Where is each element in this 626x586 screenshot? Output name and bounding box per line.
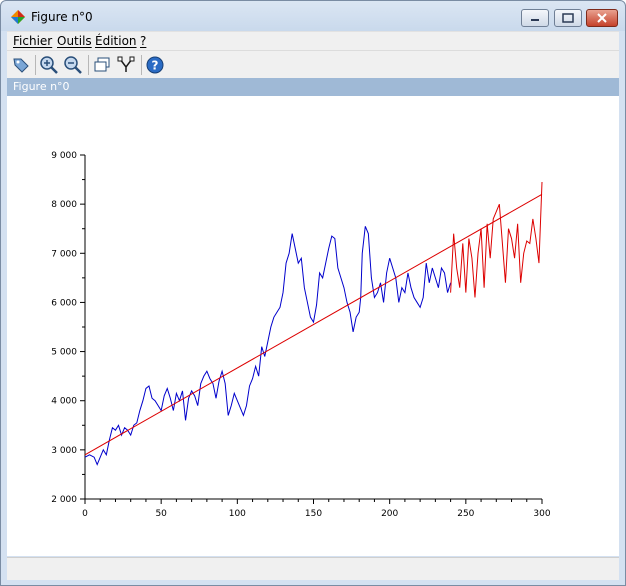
toolbar-separator — [35, 55, 36, 75]
x-tick-label: 100 — [229, 509, 246, 519]
x-tick-label: 250 — [457, 509, 474, 519]
menu-fichier[interactable]: Fichier — [13, 34, 53, 48]
observed-series-line — [84, 226, 452, 466]
svg-text:?: ? — [152, 59, 159, 73]
x-tick-label: 50 — [155, 509, 167, 519]
minimize-button[interactable] — [521, 9, 549, 27]
toolbar: ? — [7, 50, 619, 79]
toolbar-separator — [88, 55, 89, 75]
y-tick-label: 3 000 — [51, 446, 77, 456]
forecast-series-line — [450, 182, 543, 298]
menu-outils[interactable]: Outils — [57, 34, 92, 48]
status-bar — [7, 557, 619, 580]
window-title: Figure n°0 — [31, 10, 93, 24]
scilab-app-icon — [11, 10, 25, 24]
maximize-icon — [562, 13, 574, 23]
close-icon — [597, 13, 607, 23]
figure-header-label: Figure n°0 — [13, 80, 70, 93]
toolbar-separator — [141, 55, 142, 75]
trend-line — [84, 193, 543, 456]
y-tick-label: 7 000 — [51, 249, 77, 259]
y-tick-label: 6 000 — [51, 298, 77, 308]
menu-bar: Fichier Outils Édition ? — [7, 31, 619, 51]
plot-canvas[interactable]: 2 000 3 000 4 000 5 000 6 000 7 000 8 000 9 000… — [7, 96, 619, 556]
maximize-button[interactable] — [554, 9, 582, 27]
datatip-icon[interactable] — [92, 55, 112, 75]
figure-header: Figure n°0 — [7, 78, 619, 96]
line-chart[interactable]: 2 000 3 000 4 000 5 000 6 000 7 000 8 000 9 000… — [7, 96, 619, 556]
help-icon[interactable]: ? — [145, 55, 165, 75]
edit-axes-icon[interactable] — [116, 55, 136, 75]
minimize-icon — [531, 19, 539, 21]
y-tick-label: 4 000 — [51, 397, 77, 407]
zoom-out-icon[interactable] — [63, 55, 83, 75]
y-tick-label: 8 000 — [51, 200, 77, 210]
menu-help[interactable]: ? — [140, 34, 147, 48]
title-bar[interactable]: Figure n°0 — [1, 1, 625, 31]
rotate-icon[interactable] — [11, 55, 31, 75]
y-tick-label: 5 000 — [51, 348, 77, 358]
x-tick-label: 200 — [381, 509, 398, 519]
y-tick-label: 9 000 — [51, 151, 77, 161]
x-tick-label: 150 — [305, 509, 322, 519]
menu-edition[interactable]: Édition — [95, 34, 137, 48]
chart-axes: 2 000 3 000 4 000 5 000 6 000 7 000 8 000 9 000… — [51, 151, 551, 519]
chart-series — [84, 182, 543, 466]
x-tick-label: 300 — [533, 509, 550, 519]
y-tick-label: 2 000 — [51, 495, 77, 505]
x-tick-label: 0 — [82, 509, 88, 519]
zoom-in-icon[interactable] — [39, 55, 59, 75]
close-button[interactable] — [586, 9, 618, 27]
